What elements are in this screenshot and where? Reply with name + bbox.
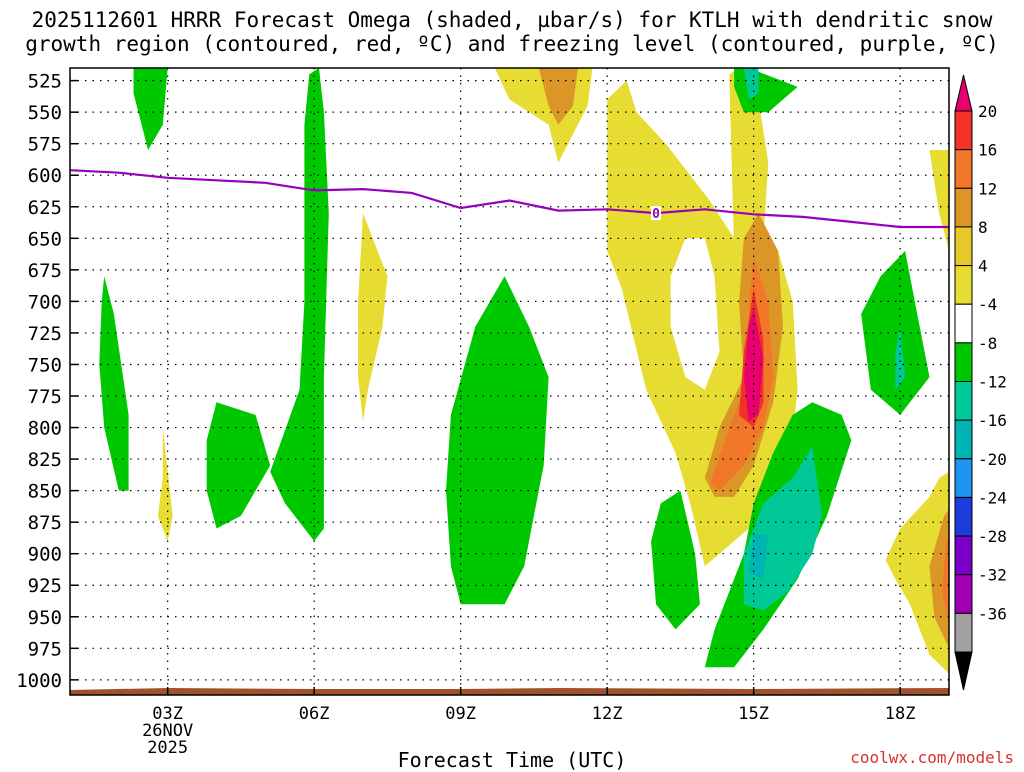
x-tick-label-18Z: 18Z [885,704,916,724]
colorbar-swatch-11 [954,535,973,576]
colorbar-swatch-5 [954,303,973,344]
colorbar-swatch-3 [954,226,973,267]
y-axis: 525 550 575 600 625 650 675 700 725 750 775 800 825 8… [16,71,78,692]
freezing-level-group: 0 [70,169,949,229]
y-tick-label-675: 675 [28,260,62,282]
credit-text: coolwx.com/models [850,748,1014,767]
y-tick-label-825: 825 [28,449,62,471]
colorbar-swatch-1 [954,149,973,189]
y-tick-label-550: 550 [28,102,62,124]
y-tick-label-625: 625 [28,197,62,219]
freezing-label-bg [651,206,661,221]
freezing-level-label: 0 [652,207,660,222]
omega-region-25 [929,150,949,251]
y-tick-label-600: 600 [28,165,62,187]
omega-region-16 [734,68,798,113]
colorbar-label-0: 20 [978,102,997,121]
omega-region-4 [446,276,549,605]
date-label-line2: 2025 [147,738,188,758]
y-tick-label-875: 875 [28,512,62,534]
y-tick-label-1000: 1000 [16,670,62,692]
chart-title-line1: 2025112601 HRRR Forecast Omega (shaded, … [31,8,993,32]
colorbar-label-7: -12 [978,373,1007,392]
colorbar-label-8: -16 [978,411,1007,430]
y-tick-label-700: 700 [28,291,62,313]
omega-region-21 [748,534,769,579]
y-tick-label-925: 925 [28,575,62,597]
chart-title-line2: growth region (contoured, red, ºC) and f… [25,32,999,56]
omega-region-22 [651,490,700,630]
colorbar-swatch-2 [954,187,973,228]
y-tick-label-725: 725 [28,323,62,345]
colorbar-swatch-10 [954,496,973,537]
y-tick-label-575: 575 [28,134,62,156]
colorbar-bottom-arrow [954,651,973,691]
colorbar-swatch-8 [954,419,973,460]
omega-region-3 [206,402,271,529]
colorbar-label-6: -8 [978,334,997,353]
colorbar-label-3: 8 [978,218,988,237]
omega-region-10 [670,238,720,390]
omega-region-17 [743,68,759,100]
omega-region-8 [538,68,578,125]
omega-region-2 [99,276,129,491]
omega-region-5 [358,213,388,422]
omega-shaded-regions [99,68,949,674]
y-tick-label-800: 800 [28,418,62,440]
colorbar-label-1: 16 [978,141,997,160]
colorbar-swatch-12 [954,574,973,614]
omega-region-11 [729,68,769,251]
colorbar-swatch-9 [954,458,973,498]
x-tick-label-06Z: 06Z [299,704,330,724]
y-tick-label-900: 900 [28,544,62,566]
colorbar-label-4: 4 [978,257,988,276]
omega-region-18 [695,301,705,340]
colorbar-label-10: -24 [978,488,1007,507]
colorbar-label-11: -28 [978,527,1007,546]
omega-region-28 [941,541,949,624]
colorbar-label-12: -32 [978,566,1007,585]
plot-frame [69,67,950,696]
y-tick-label-950: 950 [28,607,62,629]
omega-region-24 [895,326,906,390]
date-label-line1: 26NOV [142,721,193,741]
y-tick-label-650: 650 [28,228,62,250]
colorbar-top-arrow [954,74,973,112]
x-tick-label-09Z: 09Z [445,704,476,724]
surface-band [70,688,949,695]
colorbar-swatch-0 [954,110,973,151]
colorbar-swatch-7 [954,381,973,421]
colorbar-swatch-6 [954,342,973,383]
x-tick-label-03Z: 03Z [152,704,183,724]
omega-region-0 [133,68,168,150]
omega-region-27 [929,509,949,649]
x-tick-label-12Z: 12Z [592,704,623,724]
omega-region-1 [270,68,329,542]
freezing-level-line [70,169,949,229]
colorbar-swatch-4 [954,265,973,305]
colorbar-label-2: 12 [978,179,997,198]
y-tick-label-975: 975 [28,638,62,660]
y-tick-label-525: 525 [28,71,62,93]
y-tick-label-750: 750 [28,354,62,376]
y-tick-label-850: 850 [28,481,62,503]
surface-layer [70,688,949,695]
colorbar-label-13: -36 [978,604,1007,623]
x-tick-label-15Z: 15Z [738,704,769,724]
colorbar-label-5: -4 [978,295,997,314]
colorbar: 20 16 12 8 4 -4 -8 -12 -16 -20 -24 -28 -32 -36 [954,74,1007,691]
colorbar-swatch-13 [954,612,973,653]
omega-region-6 [157,427,173,542]
y-tick-label-775: 775 [28,386,62,408]
colorbar-label-9: -20 [978,450,1007,469]
